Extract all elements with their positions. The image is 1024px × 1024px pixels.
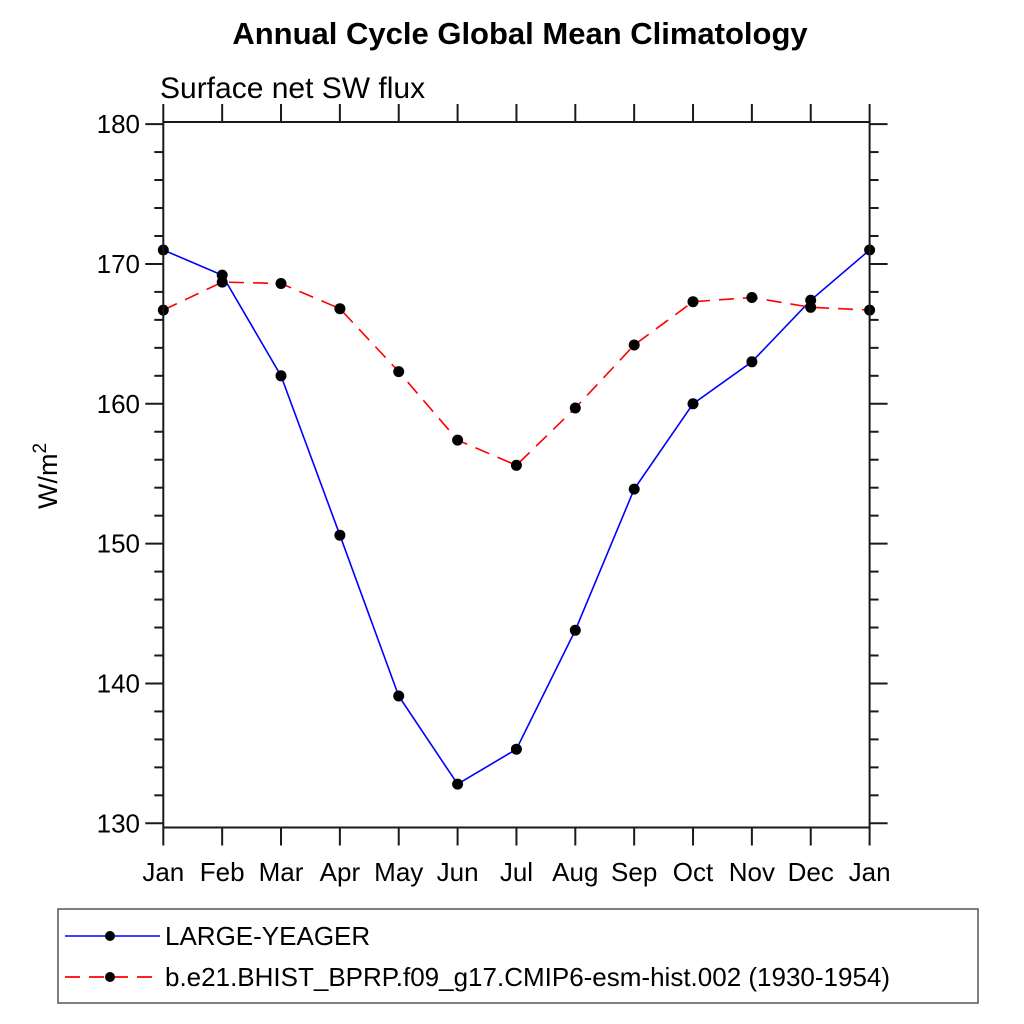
series-line-dashed [162, 281, 870, 467]
data-point-marker [628, 483, 640, 495]
legend: LARGE-YEAGER b.e21.BHIST_BPRP.f09_g17.CM… [57, 908, 979, 1004]
data-point-marker [393, 690, 405, 702]
data-point-marker [334, 529, 346, 541]
chart-subtitle: Surface net SW flux [160, 72, 425, 105]
legend-item-cmip6-run: b.e21.BHIST_BPRP.f09_g17.CMIP6-esm-hist.… [65, 962, 890, 992]
y-tick-label: 140 [97, 668, 140, 698]
x-tick-label: Jan [849, 857, 891, 887]
data-point-marker [510, 743, 522, 755]
data-point-marker [510, 459, 522, 471]
x-tick-label: Aug [552, 857, 598, 887]
data-point-marker [687, 296, 699, 308]
data-point-marker [393, 366, 405, 378]
data-point-marker [746, 356, 758, 368]
y-axis-title-base: W/m [33, 454, 63, 509]
data-point-marker [687, 398, 699, 410]
plot-area: Jan Feb Mar Apr May Jun Jul Aug Sep Oct Nov Dec Jan1… [97, 104, 891, 887]
x-tick-label: Jun [437, 857, 479, 887]
x-tick-label: Apr [320, 857, 361, 887]
plot-frame [162, 121, 871, 829]
y-axis-title: W/m2 [30, 443, 63, 509]
data-point-marker [275, 370, 287, 382]
legend-border [57, 908, 979, 1004]
x-tick-label: Nov [729, 857, 775, 887]
x-tick-label: Mar [259, 857, 304, 887]
data-point-marker [452, 434, 464, 446]
series-line-solid [162, 249, 871, 786]
data-point-marker [452, 778, 464, 790]
x-tick-label: May [374, 857, 423, 887]
y-tick-label: 130 [97, 808, 140, 838]
data-point-marker [628, 339, 640, 351]
chart-title: Annual Cycle Global Mean Climatology [232, 16, 808, 51]
y-axis-title-superscript: 2 [30, 443, 51, 454]
x-tick-label: Jul [500, 857, 533, 887]
legend-marker-dot [105, 972, 115, 982]
x-tick-label: Oct [673, 857, 714, 887]
x-tick-label: Feb [200, 857, 245, 887]
data-point-marker [746, 292, 758, 303]
legend-label: b.e21.BHIST_BPRP.f09_g17.CMIP6-esm-hist.… [165, 962, 890, 992]
legend-marker-dot [105, 931, 115, 941]
y-tick-label: 150 [97, 529, 140, 559]
data-point-marker [569, 624, 581, 636]
data-point-marker [569, 402, 581, 414]
x-tick-label: Jan [142, 857, 184, 887]
legend-label: LARGE-YEAGER [165, 921, 370, 951]
data-point-marker [275, 278, 287, 289]
y-tick-label: 170 [97, 249, 140, 279]
legend-item-large-yeager: LARGE-YEAGER [65, 921, 370, 951]
y-tick-label: 180 [97, 109, 140, 139]
data-point-marker [334, 303, 346, 315]
x-tick-label: Dec [788, 857, 834, 887]
x-tick-label: Sep [611, 857, 657, 887]
data-point-marker [805, 301, 817, 313]
y-tick-label: 160 [97, 389, 140, 419]
data-point-marker [216, 276, 228, 288]
